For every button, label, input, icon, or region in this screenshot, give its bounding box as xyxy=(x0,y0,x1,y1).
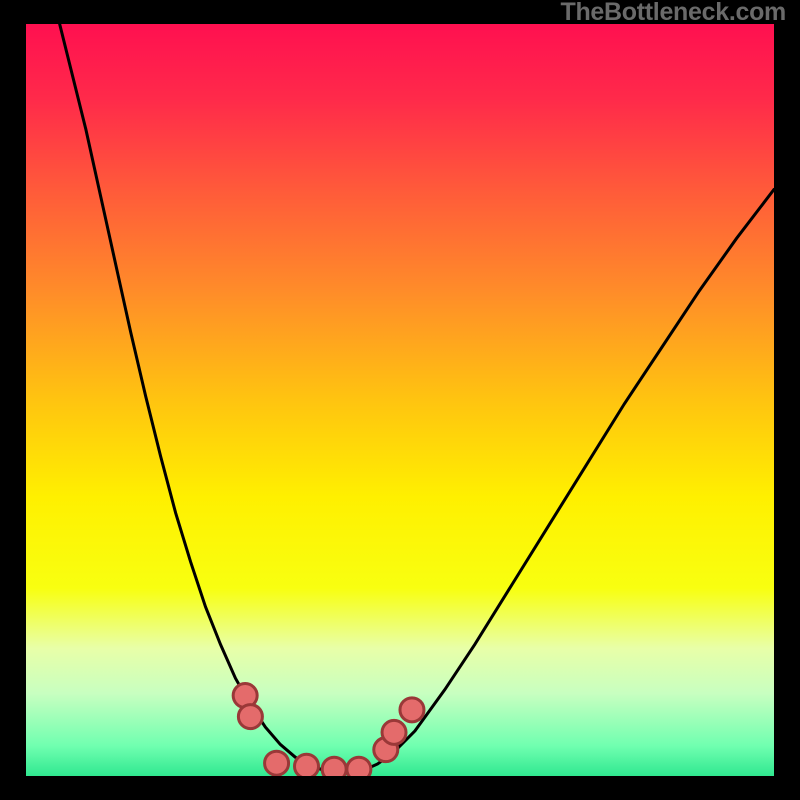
watermark-text: TheBottleneck.com xyxy=(560,0,786,27)
data-marker xyxy=(382,720,406,744)
data-marker xyxy=(400,698,424,722)
data-marker xyxy=(238,705,262,729)
data-marker xyxy=(347,757,371,776)
data-marker xyxy=(322,757,346,776)
data-marker xyxy=(295,754,319,776)
marker-group xyxy=(233,684,424,776)
canvas: TheBottleneck.com xyxy=(0,0,800,800)
data-marker xyxy=(265,751,289,775)
plot-area xyxy=(26,24,774,776)
v-curve-right xyxy=(348,189,774,773)
chart-svg xyxy=(26,24,774,776)
v-curve-left xyxy=(60,24,341,774)
